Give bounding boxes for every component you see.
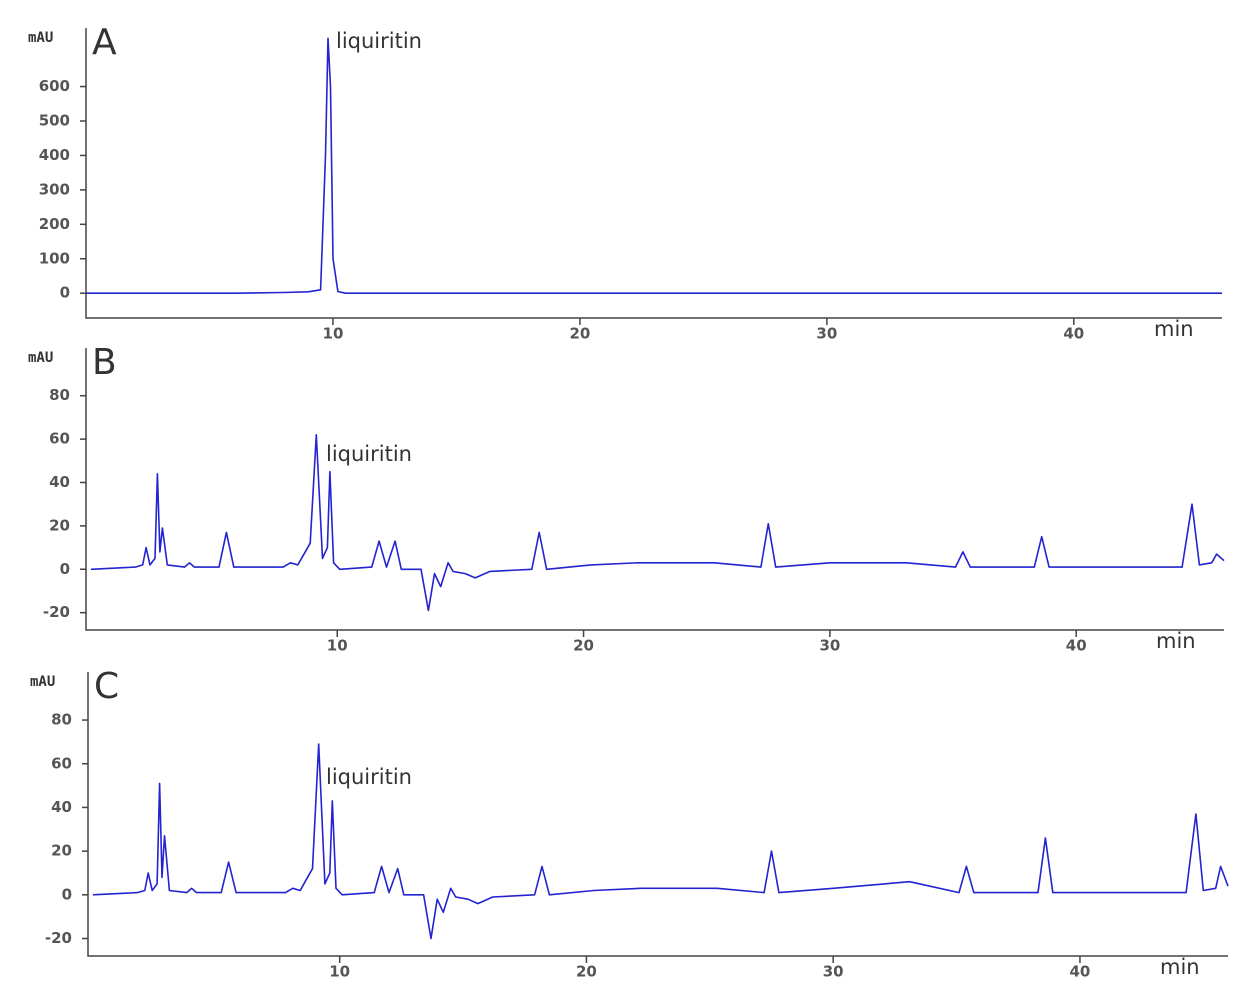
x-tick-label: 40 [1066,637,1087,655]
y-tick-label: 400 [39,146,70,164]
y-tick-label: 60 [49,430,70,448]
x-unit: min [1154,317,1194,341]
x-tick-label: 10 [327,637,348,655]
panel-label: B [92,342,117,383]
y-unit: mAU [28,30,53,46]
x-tick-label: 20 [573,637,594,655]
panel-label: A [92,22,117,63]
y-tick-label: 20 [51,842,72,860]
x-tick-label: 10 [323,325,344,343]
y-tick-label: 20 [49,516,70,534]
chromatogram-line [86,37,1222,294]
y-tick-label: 100 [39,249,70,267]
x-tick-label: 40 [1063,325,1084,343]
chromatogram-line [90,434,1225,612]
y-unit: mAU [28,350,53,366]
y-tick-label: -20 [45,929,72,947]
x-unit: min [1156,629,1196,653]
y-tick-label: 200 [39,215,70,233]
x-unit: min [1160,955,1200,979]
y-tick-label: 80 [49,386,70,404]
x-tick-label: 40 [1070,963,1091,981]
y-tick-label: -20 [43,603,70,621]
peak-annotation: liquiritin [326,442,412,466]
y-tick-label: 500 [39,111,70,129]
y-tick-label: 0 [62,885,72,903]
axes [87,672,1228,957]
y-tick-label: 0 [60,284,70,302]
x-tick-label: 30 [819,637,840,655]
x-tick-label: 30 [816,325,837,343]
x-tick-label: 20 [576,963,597,981]
y-tick-label: 300 [39,180,70,198]
x-tick-label: 30 [823,963,844,981]
axes [85,28,1222,319]
x-tick-label: 20 [569,325,590,343]
y-tick-label: 40 [51,798,72,816]
axes [85,348,1224,631]
peak-annotation: liquiritin [336,29,422,53]
chromatogram-line [92,743,1229,940]
y-tick-label: 80 [51,711,72,729]
x-tick-label: 10 [329,963,350,981]
y-tick-label: 40 [49,473,70,491]
panel-label: C [94,666,119,707]
peak-annotation: liquiritin [326,765,412,789]
y-unit: mAU [30,674,55,690]
y-tick-label: 600 [39,77,70,95]
y-tick-label: 0 [60,560,70,578]
y-tick-label: 60 [51,754,72,772]
